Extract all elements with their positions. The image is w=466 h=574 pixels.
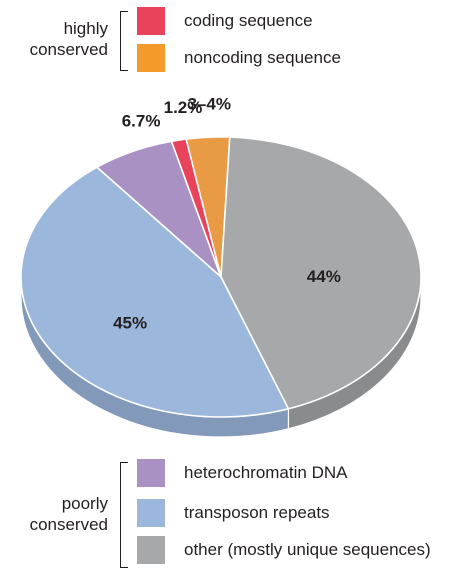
pie-slices — [20, 136, 422, 418]
highly-conserved-bracket — [120, 11, 128, 71]
legend-label-noncoding: noncoding sequence — [184, 48, 341, 67]
legend-swatch-transposon — [137, 499, 165, 527]
pie-label-heterochromatin-dna: 6.7% — [122, 111, 161, 130]
legend-swatch-heterochromatin — [137, 459, 165, 487]
legend-swatch-noncoding — [137, 44, 165, 72]
pie-slice-transposon-repeats — [20, 166, 290, 418]
legend-label-other: other (mostly unique sequences) — [184, 540, 431, 559]
legend-label-coding: coding sequence — [184, 11, 313, 30]
pie-slice-other-mostly-unique-sequences — [220, 136, 422, 410]
pie-label-transposon-repeats: 45% — [113, 313, 147, 332]
legend-label-transposon: transposon repeats — [184, 503, 330, 522]
group-label-line: conserved — [29, 515, 108, 534]
legend-label-heterochromatin: heterochromatin DNA — [184, 463, 348, 482]
pie-label-noncoding-sequence: 3–4% — [187, 94, 230, 113]
legend-swatch-other — [137, 536, 165, 564]
group-label-line: poorly — [61, 494, 108, 513]
poorly-conserved-bracket — [120, 462, 128, 568]
poorly-conserved-label: poorly conserved — [30, 493, 108, 535]
highly-conserved-label: highly conserved — [30, 18, 108, 60]
pie-label-other-mostly-unique-sequences: 44% — [307, 267, 341, 286]
group-label-line: highly — [63, 19, 108, 38]
group-label-line: conserved — [29, 40, 108, 59]
pie-labels: 6.7%1.2%3–4% 44% 45% — [113, 94, 341, 332]
pie-label-coding-sequence: 1.2% — [164, 98, 203, 117]
legend-swatch-coding — [137, 7, 165, 35]
